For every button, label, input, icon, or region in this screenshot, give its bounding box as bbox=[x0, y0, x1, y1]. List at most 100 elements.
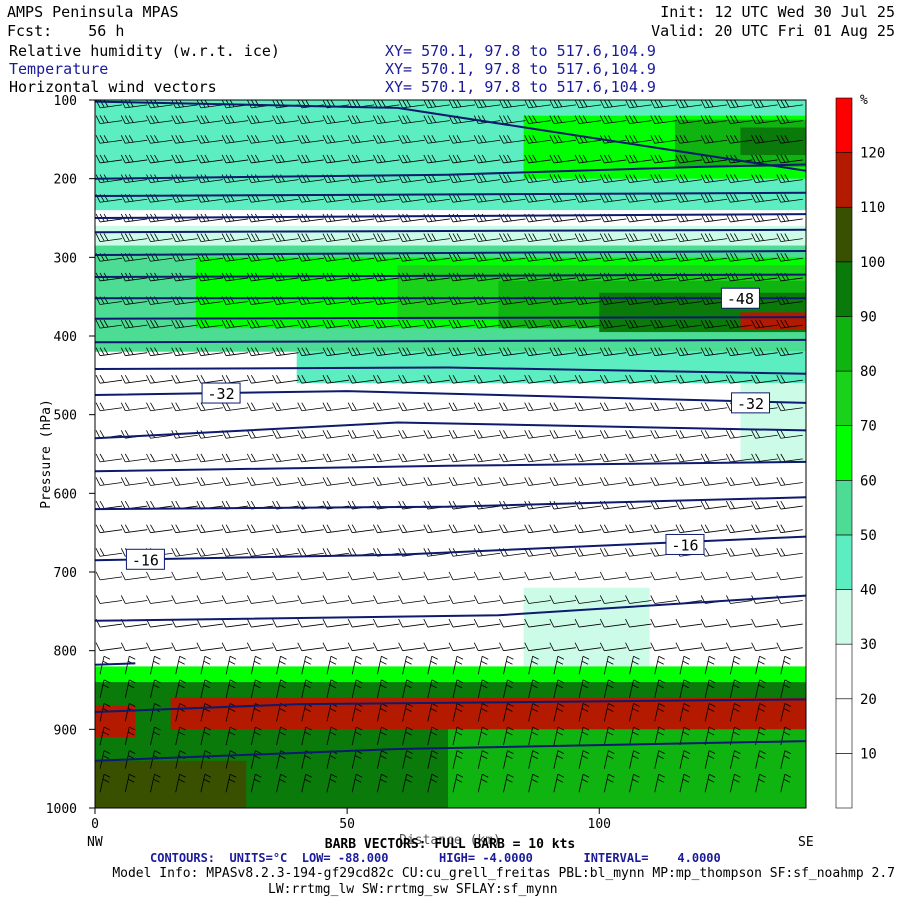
wind-barb bbox=[574, 524, 602, 534]
wind-barb bbox=[700, 571, 728, 581]
y-tick-label: 300 bbox=[54, 251, 77, 266]
axis-title-overlap: Distance (km) bbox=[399, 833, 501, 848]
wind-barb bbox=[196, 524, 223, 534]
temperature-contour bbox=[95, 662, 136, 666]
wind-barb bbox=[776, 194, 803, 203]
wind-barb bbox=[221, 115, 249, 124]
wind-barb bbox=[196, 595, 223, 604]
colorbar-label: 120 bbox=[860, 146, 885, 162]
wind-barb bbox=[347, 430, 375, 439]
wind-barb bbox=[347, 402, 375, 412]
wind-barb bbox=[549, 571, 576, 581]
wind-barb bbox=[625, 347, 652, 357]
wind-barb bbox=[250, 679, 262, 698]
colorbar-label: 40 bbox=[860, 583, 877, 599]
wind-barb bbox=[473, 135, 501, 144]
wind-barb bbox=[650, 453, 677, 463]
wind-barb bbox=[448, 154, 476, 164]
wind-barb bbox=[603, 750, 615, 769]
wind-barb bbox=[452, 679, 464, 698]
wind-barb bbox=[603, 773, 615, 793]
wind-barb bbox=[473, 253, 501, 262]
y-tick-label: 600 bbox=[54, 487, 77, 502]
wind-barb bbox=[776, 477, 803, 486]
wind-barb bbox=[427, 655, 438, 675]
wind-barb bbox=[297, 319, 324, 329]
wind-barb bbox=[549, 430, 576, 439]
wind-barb bbox=[675, 524, 702, 534]
wind-barb bbox=[726, 642, 753, 652]
wind-barb bbox=[700, 430, 728, 439]
wind-barb bbox=[448, 319, 476, 329]
wind-barb bbox=[503, 703, 514, 722]
wind-barb bbox=[477, 703, 489, 722]
wind-barb bbox=[322, 154, 350, 164]
wind-barb bbox=[654, 703, 665, 722]
wind-barb bbox=[276, 726, 287, 746]
wind-barb bbox=[477, 750, 489, 769]
wind-barb bbox=[751, 154, 778, 164]
wind-barb bbox=[120, 135, 148, 144]
wind-barb bbox=[675, 571, 702, 581]
wind-barb bbox=[503, 750, 514, 769]
wind-barb bbox=[427, 679, 438, 698]
wind-barb bbox=[751, 194, 778, 203]
colorbar-segment bbox=[835, 534, 853, 590]
wind-barb bbox=[398, 618, 425, 628]
wind-barb bbox=[473, 194, 501, 203]
wind-barb bbox=[347, 571, 375, 581]
wind-barb bbox=[675, 115, 702, 124]
wind-barb bbox=[726, 595, 753, 604]
wind-barb bbox=[373, 375, 400, 384]
temperature-contour bbox=[95, 250, 806, 256]
wind-barb bbox=[373, 430, 400, 439]
wind-barb bbox=[473, 402, 501, 412]
wind-barb bbox=[171, 233, 198, 242]
wind-barb bbox=[398, 402, 425, 412]
wind-barb bbox=[726, 253, 753, 262]
wind-barb bbox=[524, 115, 551, 124]
wind-barb bbox=[120, 524, 148, 534]
wind-barb bbox=[700, 194, 728, 203]
wind-barb bbox=[301, 679, 312, 698]
wind-barb bbox=[322, 347, 350, 357]
wind-barb bbox=[776, 174, 803, 183]
wind-barb bbox=[120, 154, 148, 164]
colorbar-segment bbox=[835, 480, 853, 536]
wind-barb bbox=[322, 233, 350, 242]
wind-barb bbox=[625, 375, 652, 384]
wind-barb bbox=[448, 194, 476, 203]
wind-barb bbox=[499, 347, 526, 357]
wind-barb bbox=[301, 773, 312, 793]
wind-barb bbox=[726, 115, 753, 124]
wind-barb bbox=[297, 430, 324, 439]
wind-barb bbox=[221, 524, 249, 534]
wind-barb bbox=[373, 453, 400, 463]
contour-info: CONTOURS: UNITS=°C LOW= -88.000 HIGH= -4… bbox=[150, 851, 721, 865]
wind-barb bbox=[776, 115, 803, 124]
wind-barb bbox=[246, 477, 274, 486]
wind-barb bbox=[120, 595, 148, 604]
wind-barb bbox=[755, 655, 766, 675]
wind-barb bbox=[171, 375, 198, 384]
wind-barb bbox=[776, 100, 803, 109]
wind-barb bbox=[373, 253, 400, 262]
wind-barb bbox=[549, 548, 576, 557]
wind-barb bbox=[499, 154, 526, 164]
wind-barb bbox=[524, 571, 551, 581]
wind-barb bbox=[452, 726, 464, 746]
wind-barb bbox=[650, 402, 677, 412]
wind-barb bbox=[297, 595, 324, 604]
wind-barb bbox=[398, 642, 425, 652]
wind-barb bbox=[423, 154, 450, 164]
wind-barb bbox=[780, 703, 791, 722]
wind-barb bbox=[196, 347, 223, 357]
field-label: Temperature bbox=[9, 60, 108, 78]
wind-barb bbox=[599, 100, 627, 109]
wind-barb bbox=[398, 135, 425, 144]
wind-barb bbox=[553, 679, 565, 698]
wind-barb bbox=[675, 430, 702, 439]
wind-barb bbox=[477, 726, 489, 746]
wind-barb bbox=[398, 375, 425, 384]
wind-barb bbox=[524, 100, 551, 109]
